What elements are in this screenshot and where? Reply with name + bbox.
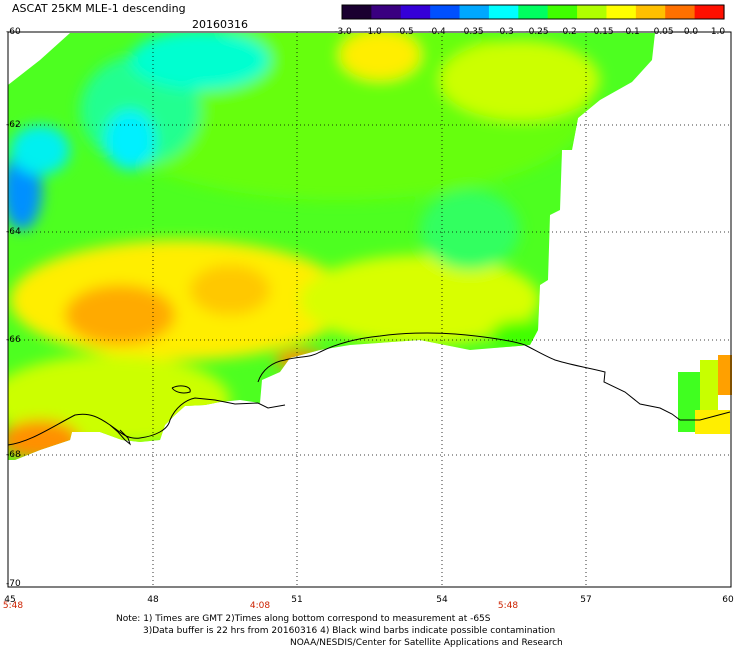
time-label: 5:48: [497, 601, 519, 611]
colorbar-swatch: [400, 5, 431, 19]
map-date: 20160316: [192, 18, 248, 31]
lat-tick-label: -60: [6, 27, 21, 37]
colorbar-frame: [341, 4, 725, 20]
time-label: 5:48: [2, 601, 24, 611]
lat-tick-label: -68: [6, 450, 21, 460]
colorbar-label: -0.4: [428, 27, 446, 37]
colorbar-swatch: [577, 5, 608, 19]
colorbar: [342, 5, 725, 19]
coastline: [7, 332, 731, 446]
plot-frame: [7, 31, 732, 588]
colorbar-swatch: [547, 5, 578, 19]
note-line-3: NOAA/NESDIS/Center for Satellite Applica…: [290, 638, 563, 648]
note-line-2: 3)Data buffer is 22 hrs from 20160316 4)…: [143, 626, 556, 636]
colorbar-label: -0.35: [460, 27, 484, 37]
colorbar-label: -3.0: [334, 27, 352, 37]
map-title: ASCAT 25KM MLE-1 descending: [12, 2, 186, 15]
data-field: [8, 33, 655, 460]
colorbar-swatch: [694, 5, 725, 19]
time-label: 4:08: [249, 601, 271, 611]
colorbar-swatch: [518, 5, 549, 19]
lon-tick-label: 45: [4, 595, 16, 605]
colorbar-swatch: [371, 5, 402, 19]
lon-tick-label: 60: [722, 595, 734, 605]
colorbar-swatch: [488, 5, 519, 19]
lon-tick-label: 51: [291, 595, 303, 605]
lat-tick-label: -66: [6, 335, 21, 345]
note-line-1: Note: 1) Times are GMT 2)Times along bot…: [116, 614, 491, 624]
colorbar-label: -0.25: [525, 27, 549, 37]
colorbar-swatch: [665, 5, 696, 19]
graticule: [8, 32, 731, 587]
colorbar-swatch: [459, 5, 490, 19]
colorbar-label: -0.2: [559, 27, 577, 37]
colorbar-label: 1.0: [710, 27, 726, 37]
data-field-patch: [678, 355, 732, 434]
colorbar-label: -0.3: [496, 27, 514, 37]
colorbar-swatch: [606, 5, 637, 19]
lon-tick-label: 48: [147, 595, 159, 605]
lat-tick-label: -62: [6, 120, 21, 130]
colorbar-label: -0.1: [622, 27, 640, 37]
colorbar-label: -0.05: [650, 27, 674, 37]
lon-tick-label: 54: [436, 595, 448, 605]
lat-tick-label: -70: [6, 579, 21, 589]
colorbar-swatch: [430, 5, 461, 19]
lon-tick-label: 57: [580, 595, 592, 605]
colorbar-swatch: [342, 5, 372, 19]
colorbar-label: -1.0: [364, 27, 382, 37]
colorbar-swatch: [635, 5, 666, 19]
colorbar-label: 0.0: [683, 27, 699, 37]
lat-tick-label: -64: [6, 227, 21, 237]
colorbar-label: -0.15: [590, 27, 614, 37]
colorbar-label: -0.5: [396, 27, 414, 37]
